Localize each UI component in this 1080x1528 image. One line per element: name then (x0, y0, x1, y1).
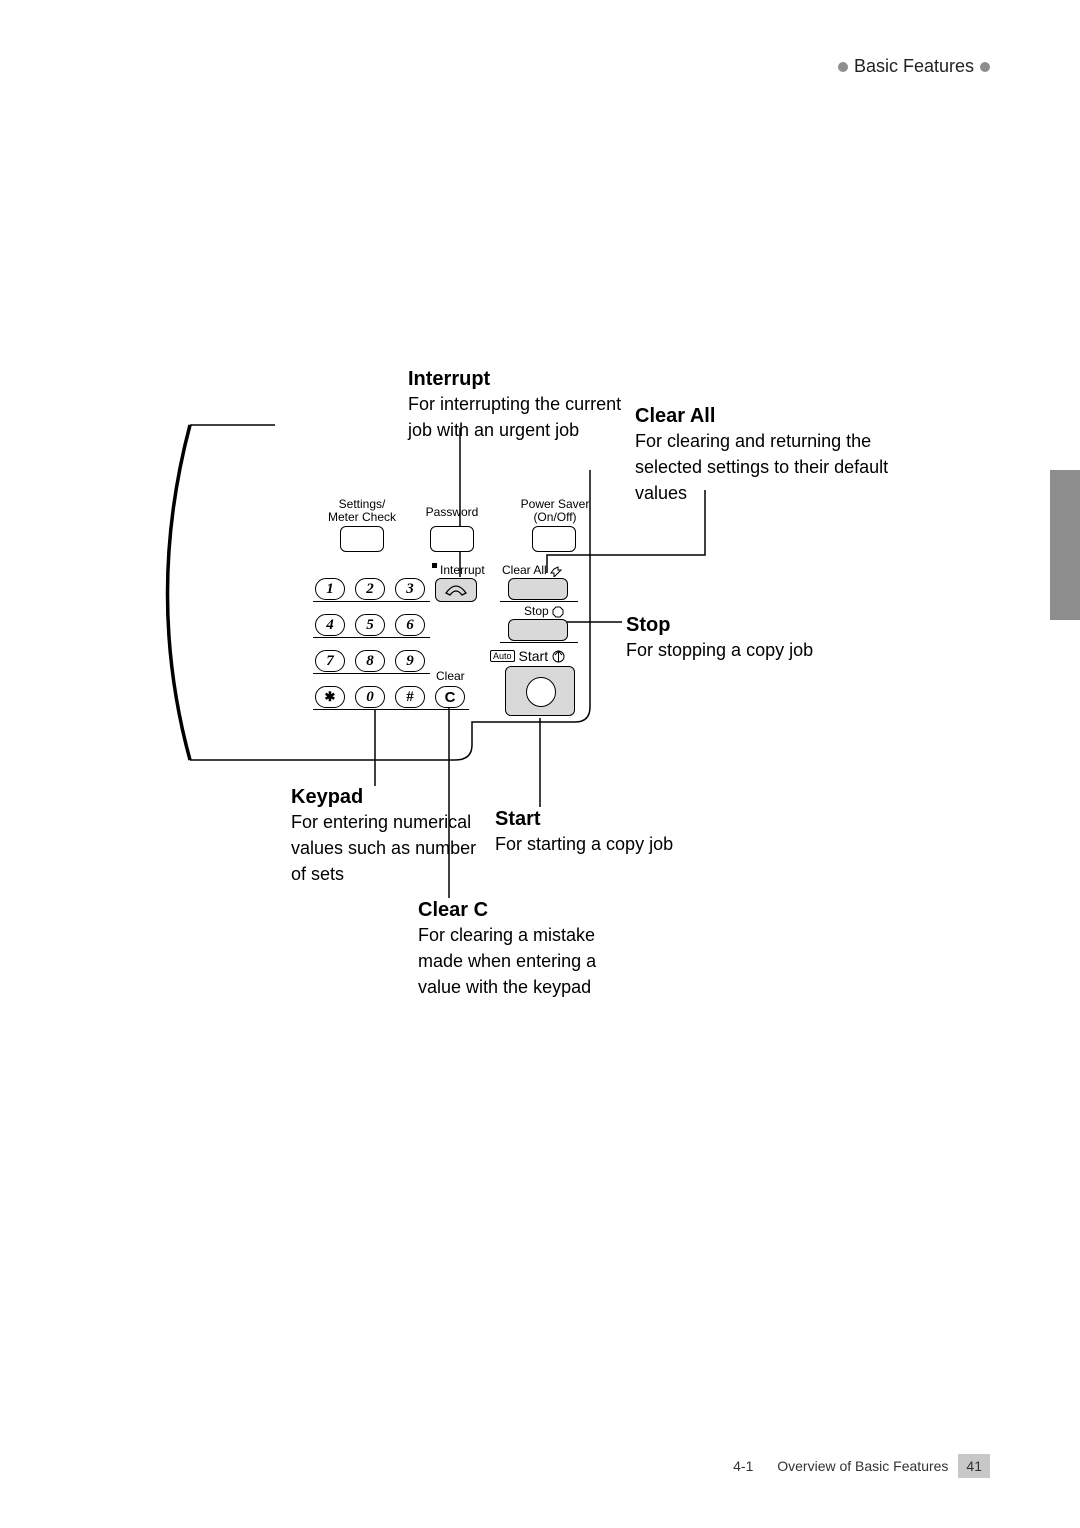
footer-page: 41 (958, 1454, 990, 1478)
callout-title: Keypad (291, 786, 491, 809)
footer-section: 4-1 (733, 1458, 753, 1474)
keypad-9[interactable]: 9 (395, 650, 425, 672)
callout-desc: For entering numerical values such as nu… (291, 809, 491, 887)
label-powersaver: Power Saver (On/Off) (510, 498, 600, 523)
keypad-6[interactable]: 6 (395, 614, 425, 636)
callout-desc: For stopping a copy job (626, 637, 926, 663)
keypad-4[interactable]: 4 (315, 614, 345, 636)
bullet-icon (838, 62, 848, 72)
diagram-lines (0, 0, 1080, 1528)
label-clearall: Clear All (502, 563, 562, 577)
interrupt-button[interactable] (435, 578, 477, 602)
label-clear: Clear (436, 669, 465, 683)
clearall-icon (550, 565, 562, 577)
keypad-5[interactable]: 5 (355, 614, 385, 636)
start-icon (552, 650, 565, 663)
keypad-1[interactable]: 1 (315, 578, 345, 600)
bullet-icon (980, 62, 990, 72)
callout-desc: For starting a copy job (495, 831, 695, 857)
clear-c-button[interactable]: C (435, 686, 465, 708)
callout-title: Clear C (418, 899, 638, 922)
keypad-hash[interactable]: # (395, 686, 425, 708)
label-password: Password (417, 506, 487, 519)
powersaver-button[interactable] (532, 526, 576, 552)
header: Basic Features (838, 56, 990, 77)
stop-button[interactable] (508, 619, 568, 641)
keypad-3[interactable]: 3 (395, 578, 425, 600)
keypad-star[interactable]: ✱ (315, 686, 345, 708)
footer: 4-1 Overview of Basic Features 41 (733, 1454, 990, 1478)
section-tab (1050, 470, 1080, 620)
callout-title: Start (495, 808, 695, 831)
callout-keypad: Keypad For entering numerical values suc… (291, 786, 491, 887)
callout-title: Interrupt (408, 368, 638, 391)
settings-button[interactable] (340, 526, 384, 552)
callout-title: Clear All (635, 405, 935, 428)
callout-title: Stop (626, 614, 926, 637)
start-button-circle (526, 677, 556, 707)
callout-interrupt: Interrupt For interrupting the current j… (408, 368, 638, 443)
keypad-0[interactable]: 0 (355, 686, 385, 708)
label-interrupt: Interrupt (440, 563, 485, 577)
callout-start: Start For starting a copy job (495, 808, 695, 857)
label-start: Auto Start (490, 648, 565, 664)
start-button[interactable] (505, 666, 575, 716)
keypad-2[interactable]: 2 (355, 578, 385, 600)
stop-icon (552, 606, 564, 618)
footer-title: Overview of Basic Features (777, 1458, 948, 1474)
callout-desc: For clearing a mistake made when enterin… (418, 922, 638, 1000)
keypad-7[interactable]: 7 (315, 650, 345, 672)
callout-desc: For interrupting the current job with an… (408, 391, 638, 443)
header-text: Basic Features (854, 56, 974, 77)
interrupt-icon (444, 583, 468, 597)
callout-stop: Stop For stopping a copy job (626, 614, 926, 663)
callout-desc: For clearing and returning the selected … (635, 428, 935, 506)
keypad-8[interactable]: 8 (355, 650, 385, 672)
label-stop: Stop (524, 604, 564, 618)
label-settings: Settings/ Meter Check (322, 498, 402, 523)
callout-clearc: Clear C For clearing a mistake made when… (418, 899, 638, 1000)
page: Basic Features Settings/ Meter Check Pas… (0, 0, 1080, 1528)
password-button[interactable] (430, 526, 474, 552)
clearall-button[interactable] (508, 578, 568, 600)
callout-clearall: Clear All For clearing and returning the… (635, 405, 935, 506)
auto-badge: Auto (490, 650, 515, 662)
